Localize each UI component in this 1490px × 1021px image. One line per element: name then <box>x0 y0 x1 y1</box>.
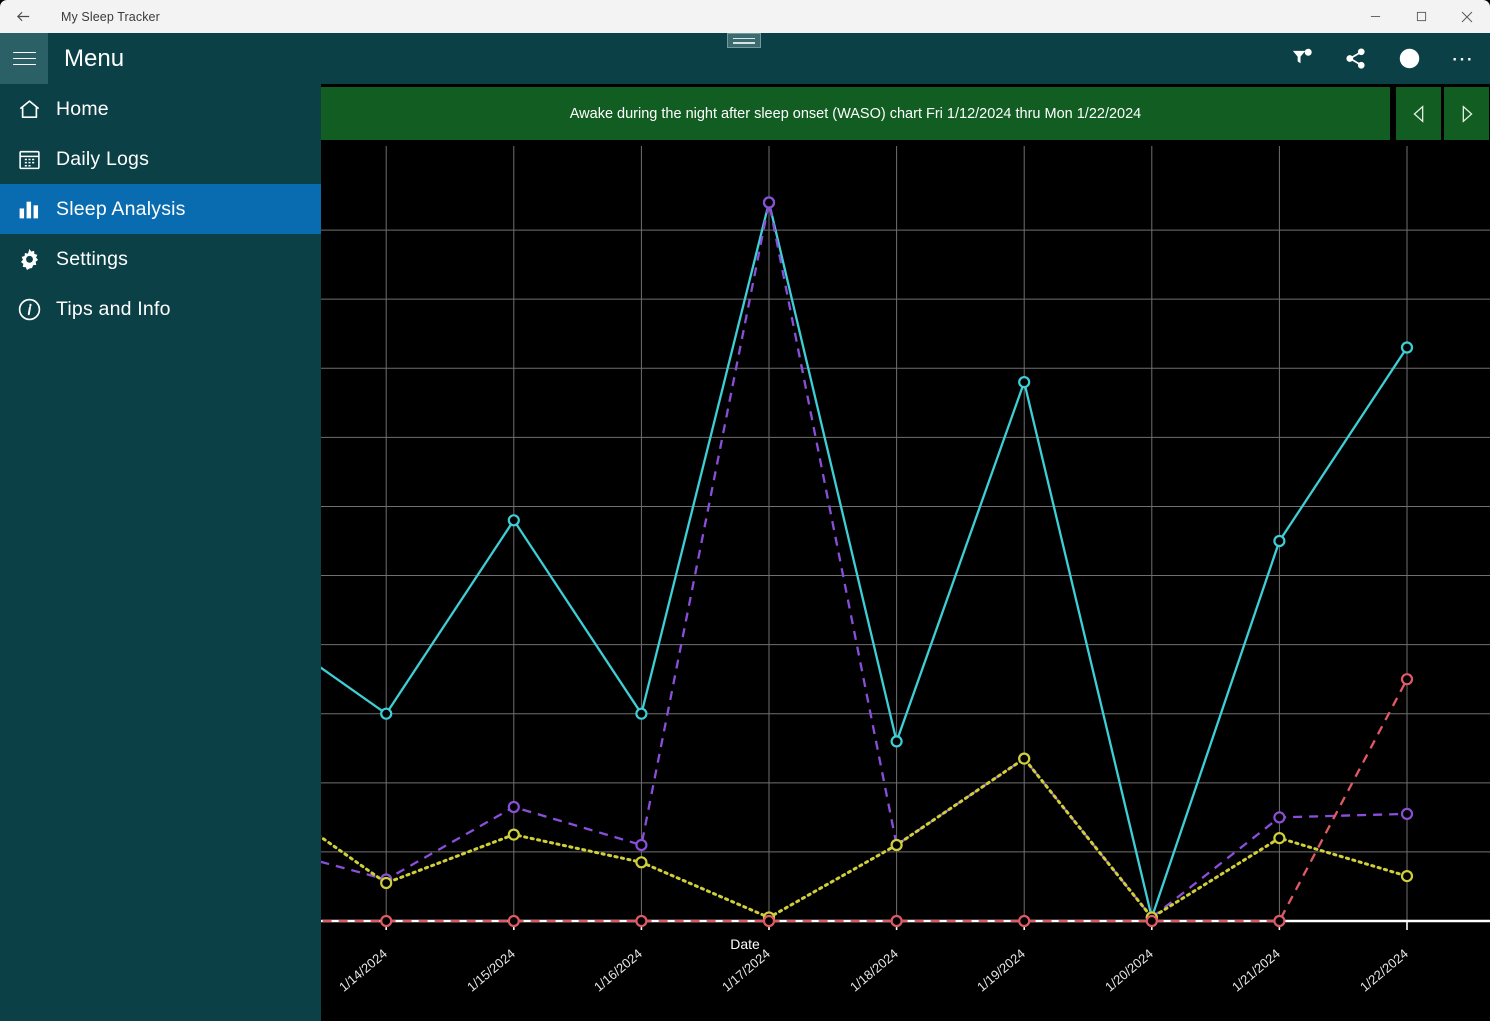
next-period-button[interactable] <box>1444 87 1489 140</box>
navigation-sidebar: Home Daily Logs Sleep Analysis Settings Tips… <box>0 84 321 1021</box>
data-point[interactable] <box>1273 914 1286 928</box>
data-point[interactable] <box>507 514 520 527</box>
data-point[interactable] <box>507 828 520 841</box>
sidebar-item-label: Home <box>56 97 109 120</box>
series-red-series <box>252 673 1414 928</box>
bar-chart-icon <box>13 193 46 226</box>
share-icon[interactable] <box>1328 33 1382 84</box>
data-point[interactable] <box>1400 673 1414 686</box>
data-point[interactable] <box>380 876 393 890</box>
triangle-right-icon <box>1462 104 1473 123</box>
home-icon <box>13 93 46 126</box>
maximize-button[interactable] <box>1398 0 1444 33</box>
series-line <box>257 202 1408 922</box>
sidebar-item-label: Tips and Info <box>56 297 171 320</box>
series-purple-series <box>252 196 1414 924</box>
data-point[interactable] <box>762 196 776 209</box>
data-point[interactable] <box>635 914 648 928</box>
data-point[interactable] <box>635 707 648 720</box>
gear-icon <box>13 243 46 276</box>
series-line <box>258 202 1408 920</box>
x-axis-title: Date <box>730 936 760 952</box>
sidebar-item-label: Sleep Analysis <box>56 197 186 220</box>
sidebar-item-label: Daily Logs <box>56 147 150 170</box>
menu-title: Menu <box>64 44 125 72</box>
more-options-icon[interactable]: ⋯ <box>1436 33 1490 84</box>
info-icon <box>13 293 46 326</box>
filter-settings-icon[interactable] <box>1274 33 1328 84</box>
triangle-left-icon <box>1412 104 1423 123</box>
window-drag-grip[interactable] <box>727 33 761 48</box>
previous-period-button[interactable] <box>1396 87 1441 140</box>
sidebar-item-settings[interactable]: Settings <box>0 234 321 284</box>
data-point[interactable] <box>635 838 648 852</box>
data-point[interactable] <box>380 707 393 720</box>
data-point[interactable] <box>507 914 520 928</box>
close-button[interactable] <box>1444 0 1490 33</box>
series-yellow-series <box>252 752 1414 924</box>
sidebar-item-sleep-analysis[interactable]: Sleep Analysis <box>0 184 321 234</box>
data-point[interactable] <box>635 856 648 869</box>
sidebar-item-daily-logs[interactable]: Daily Logs <box>0 134 321 184</box>
chart-legend: et t set <box>300 957 1490 1021</box>
data-point[interactable] <box>762 914 776 928</box>
data-point[interactable] <box>890 838 903 852</box>
data-point[interactable] <box>890 735 903 748</box>
window-title-bar: My Sleep Tracker <box>0 0 1490 33</box>
data-point[interactable] <box>1400 807 1414 821</box>
series-line <box>257 756 1409 920</box>
data-point[interactable] <box>1400 869 1414 883</box>
series-line <box>258 678 1409 923</box>
data-point[interactable] <box>1273 811 1286 824</box>
sidebar-item-home[interactable]: Home <box>0 84 321 134</box>
data-point[interactable] <box>380 914 393 928</box>
data-point[interactable] <box>890 914 903 928</box>
sidebar-item-tips-and-info[interactable]: Tips and Info <box>0 284 321 334</box>
data-point[interactable] <box>1273 534 1286 548</box>
back-arrow-icon[interactable] <box>0 0 46 33</box>
hamburger-icon[interactable] <box>0 33 48 84</box>
data-point[interactable] <box>1145 914 1158 928</box>
sidebar-item-label: Settings <box>56 247 129 270</box>
data-point[interactable] <box>1018 914 1031 928</box>
data-point[interactable] <box>507 800 520 814</box>
data-point[interactable] <box>1018 376 1031 389</box>
minimize-button[interactable] <box>1352 0 1398 33</box>
chart-title: Awake during the night after sleep onset… <box>569 105 1142 122</box>
data-point[interactable] <box>1018 752 1031 765</box>
data-point[interactable] <box>1273 831 1286 845</box>
help-icon[interactable] <box>1382 33 1436 84</box>
more-dots: ⋯ <box>1451 45 1475 71</box>
window-title: My Sleep Tracker <box>61 9 160 24</box>
data-point[interactable] <box>1400 341 1414 354</box>
hamburger-bars <box>12 47 36 70</box>
calendar-icon <box>13 143 46 176</box>
chart-title-bar: Awake during the night after sleep onset… <box>321 87 1390 140</box>
series-cyan-series <box>252 196 1414 924</box>
